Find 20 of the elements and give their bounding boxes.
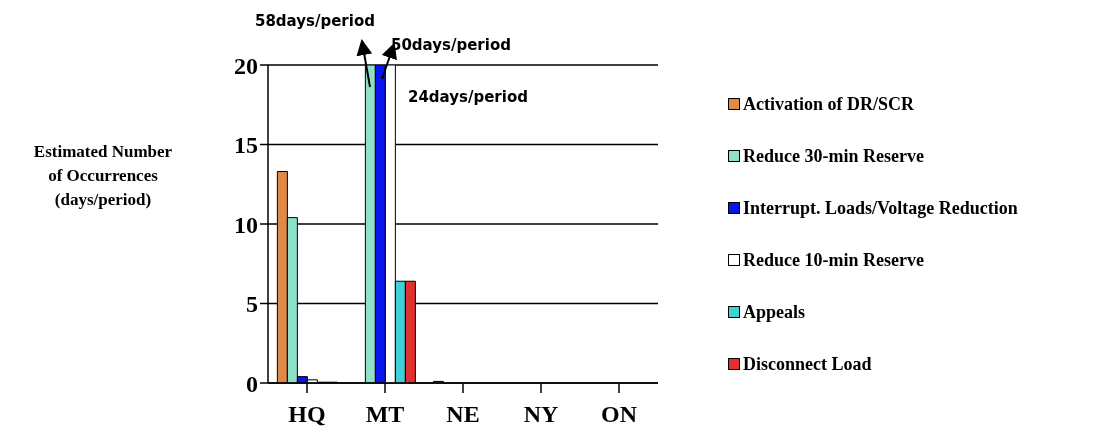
annotation: 24days/period — [408, 88, 528, 106]
legend-label: Interrupt. Loads/Voltage Reduction — [743, 197, 1018, 219]
y-tick-label: 15 — [234, 132, 258, 159]
y-tick-label: 10 — [234, 211, 258, 238]
x-tick-label: ON — [601, 401, 638, 428]
y-tick-label: 5 — [246, 291, 258, 318]
annotation: 58days/period — [255, 12, 375, 30]
y-tick-label: 0 — [246, 370, 258, 397]
x-tick-label: NY — [523, 401, 559, 428]
y-axis-title: Estimated Number of Occurrences (days/period) — [32, 141, 174, 211]
y-tick-label: 20 — [234, 52, 258, 79]
legend-label: Disconnect Load — [743, 353, 872, 375]
x-tick-label: HQ — [288, 401, 326, 428]
legend-label: Activation of DR/SCR — [743, 93, 914, 115]
annotation: 50days/period — [391, 36, 511, 54]
x-tick-label: NE — [446, 401, 480, 428]
legend-label: Reduce 10-min Reserve — [743, 249, 924, 271]
legend-label: Appeals — [743, 301, 806, 323]
legend-label: Reduce 30-min Reserve — [743, 145, 924, 167]
x-tick-label: MT — [365, 401, 405, 428]
